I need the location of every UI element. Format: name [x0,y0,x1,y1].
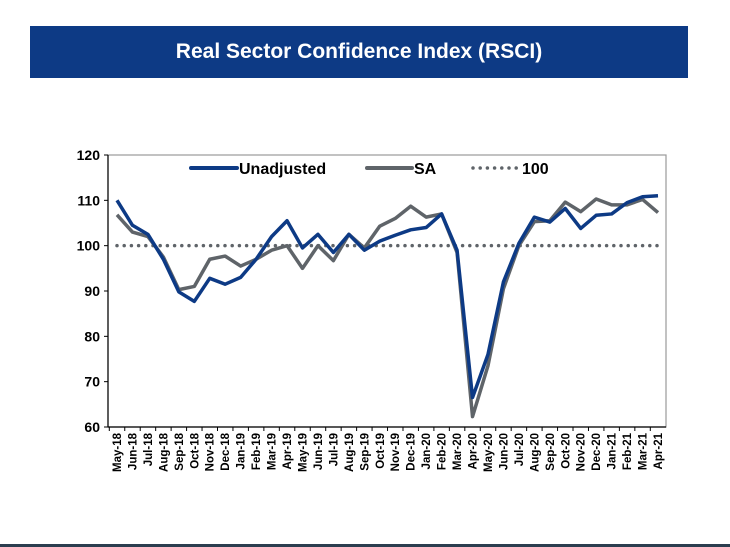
x-tick-label: Oct-20 [560,433,572,469]
chart-title: Real Sector Confidence Index (RSCI) [175,40,543,63]
y-tick-label: 120 [77,147,101,163]
x-tick-label: Oct-19 [375,433,387,469]
legend-label-100: 100 [522,161,549,178]
y-tick-label: 60 [84,419,100,435]
x-tick-label: Nov-18 [205,432,217,471]
x-tick-label: Sep-20 [545,433,557,471]
x-tick-label: Mar-21 [638,432,650,470]
x-tick-label: Sep-19 [359,433,371,471]
x-tick-label: May-18 [112,432,124,472]
y-tick-label: 90 [84,283,100,299]
x-tick-label: Jun-20 [498,433,510,470]
y-tick-label: 110 [77,192,100,208]
x-tick-label: Jul-20 [514,433,526,466]
x-tick-label: May-19 [297,433,309,472]
x-tick-label: Mar-19 [267,433,279,470]
y-tick-label: 80 [84,328,100,344]
x-tick-label: Apr-20 [468,433,480,469]
x-tick-label: Mar-20 [452,433,464,470]
x-tick-label: Jul-19 [328,433,340,466]
plot-frame [107,154,667,428]
x-tick-label: Dec-20 [591,433,603,471]
x-tick-label: Apr-21 [653,432,665,469]
series-line-unadjusted [115,194,659,400]
y-tick-label: 100 [77,238,101,254]
divider [0,544,730,547]
y-tick-label: 70 [84,374,100,390]
x-tick-label: Jun-19 [313,433,325,470]
x-tick-label: Aug-20 [529,433,541,472]
x-tick-label: Feb-21 [622,432,634,470]
x-tick-label: Jul-18 [143,432,155,466]
x-tick-label: Jun-18 [127,432,139,470]
x-tick-label: Oct-18 [189,432,201,468]
legend-label-unadjusted: Unadjusted [239,161,326,178]
x-tick-label: Jan-20 [421,433,433,469]
x-tick-label: Sep-18 [174,432,186,470]
x-tick-label: Jan-19 [236,433,248,469]
x-tick-label: May-20 [483,433,495,472]
x-tick-label: Nov-20 [576,433,588,471]
x-tick-label: Feb-20 [437,433,449,470]
x-tick-label: Nov-19 [390,433,402,471]
x-tick-label: Aug-18 [158,432,170,472]
chart-title-banner: Real Sector Confidence Index (RSCI) [30,26,688,78]
series-line-sa [115,197,660,419]
x-tick-label: Jan-21 [607,432,619,469]
x-tick-label: Dec-19 [406,433,418,471]
legend-label-sa: SA [414,161,437,178]
x-tick-label: Feb-19 [251,433,263,470]
x-tick-label: Aug-19 [344,433,356,472]
x-tick-label: Dec-18 [220,432,232,470]
x-tick-label: Apr-19 [282,433,294,469]
